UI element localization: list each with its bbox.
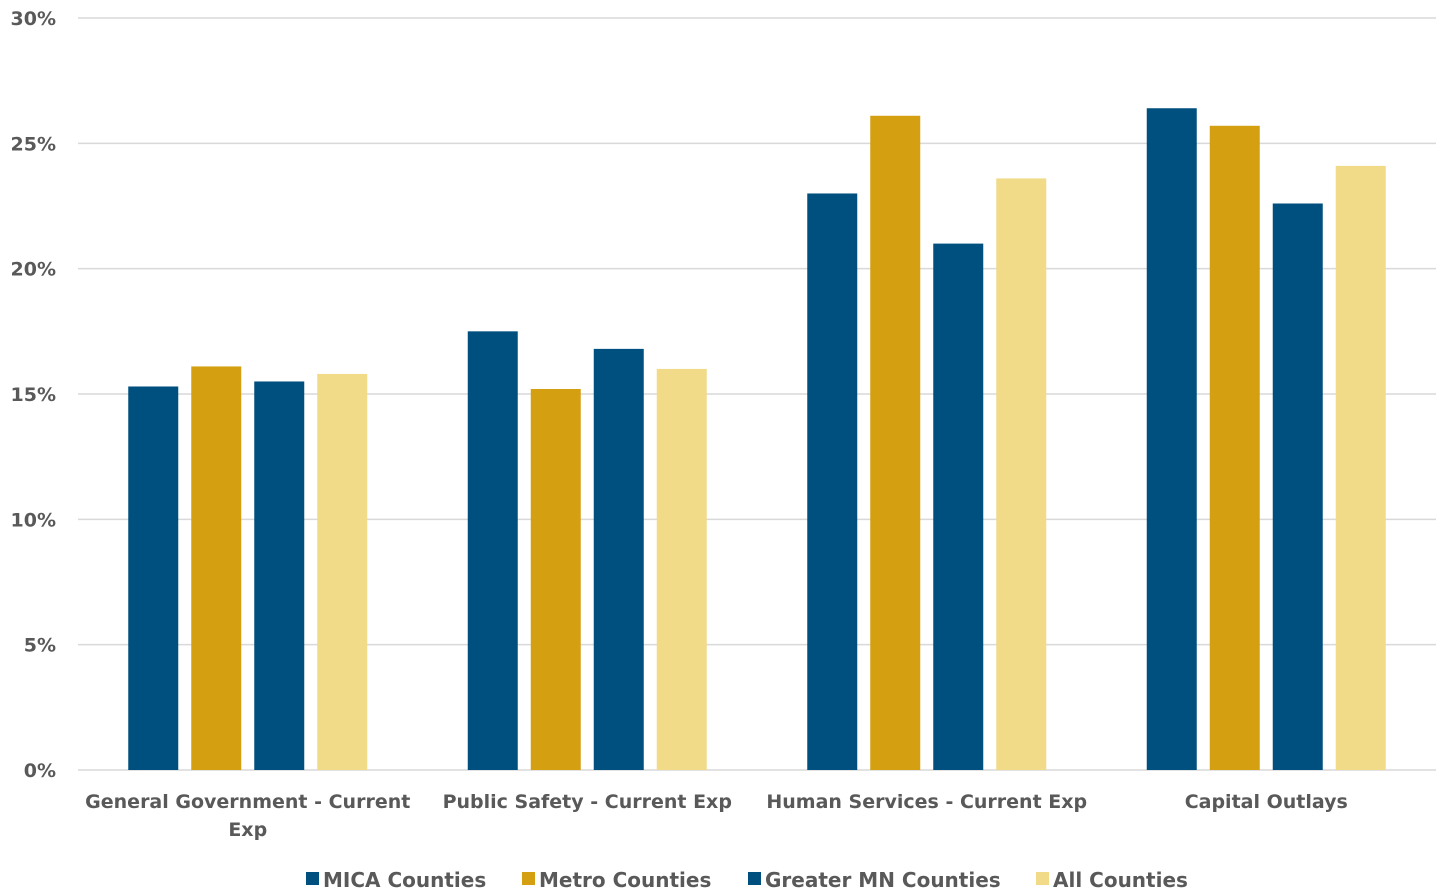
x-category-label: Exp xyxy=(228,819,267,841)
bar xyxy=(996,178,1047,771)
x-category-label: Public Safety - Current Exp xyxy=(443,791,732,813)
bar xyxy=(191,366,242,770)
y-tick-label: 25% xyxy=(11,133,56,155)
y-tick-label: 10% xyxy=(11,509,56,531)
x-axis-categories: General Government - Current Exp Public Sa… xyxy=(85,791,1348,841)
legend-label: Greater MN Counties xyxy=(765,868,1001,892)
bars xyxy=(128,108,1386,771)
legend-label: All Counties xyxy=(1053,868,1188,892)
y-tick-label: 5% xyxy=(24,635,56,657)
legend-swatch xyxy=(306,872,319,885)
legend-swatch xyxy=(748,872,761,885)
legend-label: Metro Counties xyxy=(539,868,711,892)
y-tick-label: 0% xyxy=(24,760,56,782)
bar xyxy=(1209,125,1260,770)
bar xyxy=(656,368,707,770)
y-axis-ticks: 0% 5% 10% 15% 20% 25% 30% xyxy=(11,8,56,782)
bar xyxy=(317,373,368,770)
bar xyxy=(1272,203,1323,770)
bar xyxy=(1146,108,1197,771)
x-category-label: General Government - Current xyxy=(85,791,410,813)
bar xyxy=(530,388,581,770)
gridlines xyxy=(78,17,1436,771)
legend-label: MICA Counties xyxy=(323,868,486,892)
bar xyxy=(254,381,305,770)
legend: MICA Counties Metro Counties Greater MN Co… xyxy=(306,868,1188,892)
bar xyxy=(807,193,858,770)
legend-swatch xyxy=(522,872,535,885)
y-tick-label: 20% xyxy=(11,259,56,281)
x-category-label: Capital Outlays xyxy=(1185,791,1348,813)
bar xyxy=(870,115,921,770)
x-category-label: Human Services - Current Exp xyxy=(766,791,1087,813)
legend-swatch xyxy=(1036,872,1049,885)
bar xyxy=(128,386,179,770)
bar xyxy=(933,243,984,771)
y-tick-label: 15% xyxy=(11,384,56,406)
bar xyxy=(467,331,518,770)
y-tick-label: 30% xyxy=(11,8,56,30)
bar xyxy=(1335,165,1386,771)
bar xyxy=(593,348,644,770)
